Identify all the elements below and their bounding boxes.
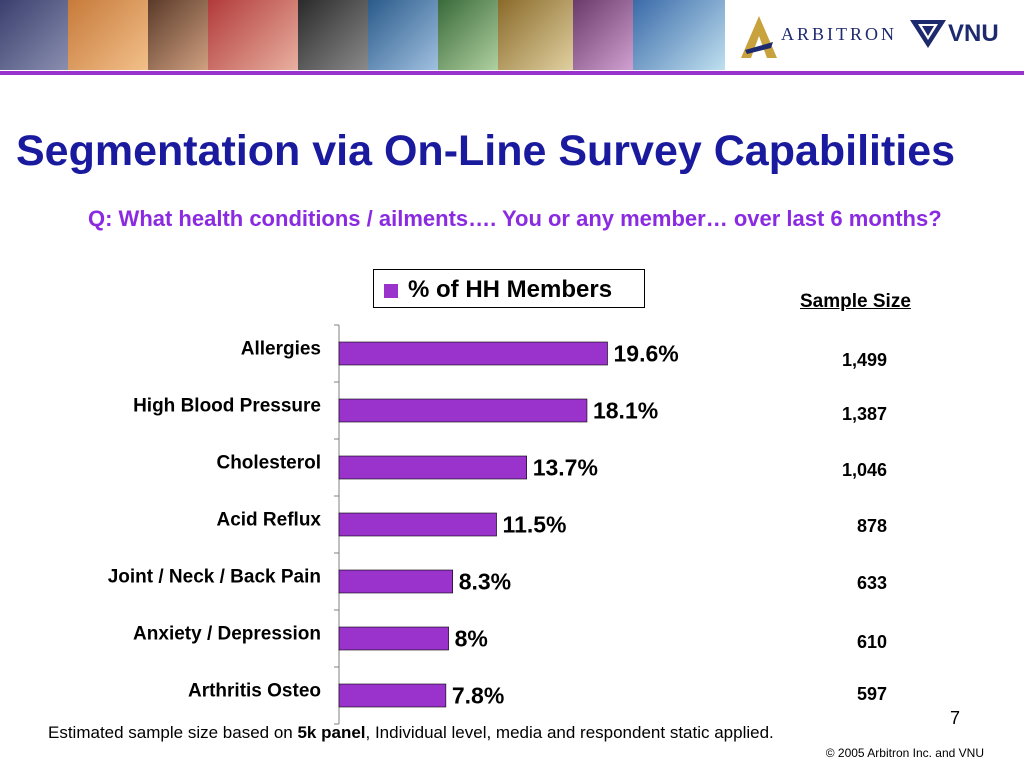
data-label: 19.6% [614, 341, 679, 367]
footnote-text-bold: 5k panel [297, 723, 366, 742]
sample-size-value: 1,387 [841, 404, 887, 424]
bar [338, 569, 454, 594]
arbitron-logo: ARBITRON [737, 14, 897, 60]
photo-shopper [438, 0, 498, 70]
photo-friends [573, 0, 633, 70]
category-label: Joint / Neck / Back Pain [108, 567, 321, 588]
sample-size-value: 878 [856, 516, 887, 536]
category-label: Acid Reflux [216, 510, 321, 531]
category-label: High Blood Pressure [133, 396, 321, 417]
footnote: Estimated sample size based on 5k panel,… [48, 723, 774, 743]
arbitron-wordmark: ARBITRON [781, 24, 898, 44]
photo-portable-meter [633, 0, 725, 70]
header-photo-strip [0, 0, 725, 70]
vnu-wordmark: VNU [948, 20, 999, 47]
photo-people [148, 0, 208, 70]
chart-legend: % of HH Members [373, 269, 645, 308]
data-label: 13.7% [533, 455, 598, 481]
bar [338, 512, 497, 537]
photo-woman-smiling [68, 0, 148, 70]
vnu-logo: VNU [910, 18, 1010, 52]
survey-question: Q: What health conditions / ailments…. Y… [88, 206, 942, 231]
photo-store [368, 0, 438, 70]
legend-label: % of HH Members [408, 276, 613, 303]
sample-size-value: 597 [856, 684, 887, 704]
bar [338, 341, 608, 366]
sample-size-value: 1,046 [841, 460, 887, 480]
bar [338, 455, 527, 480]
data-label: 8.3% [459, 569, 511, 595]
bar [338, 683, 447, 708]
sample-size-value: 1,499 [841, 350, 887, 370]
footnote-text-post: , Individual level, media and respondent… [365, 723, 774, 742]
bar [338, 398, 588, 423]
vnu-mark-icon [910, 20, 946, 48]
category-label: Anxiety / Depression [133, 624, 321, 645]
data-label: 18.1% [593, 398, 658, 424]
category-label: Cholesterol [216, 453, 321, 474]
data-label: 11.5% [503, 512, 567, 538]
header-divider [0, 71, 1024, 75]
page-number: 7 [950, 708, 961, 728]
category-label: Arthritis Osteo [188, 681, 321, 702]
arbitron-mark-icon [741, 16, 777, 58]
page-title: Segmentation via On-Line Survey Capabili… [16, 127, 956, 175]
sample-size-header: Sample Size [800, 291, 911, 312]
category-label: Allergies [241, 339, 321, 360]
footnote-text-pre: Estimated sample size based on [48, 723, 298, 742]
sample-size-value: 610 [856, 632, 887, 652]
data-label: 8% [455, 626, 488, 652]
data-label: 7.8% [452, 683, 504, 709]
photo-man-computer [298, 0, 368, 70]
photo-phone-user [208, 0, 298, 70]
sample-size-value: 633 [856, 573, 887, 593]
legend-swatch [384, 284, 398, 298]
photo-radio [0, 0, 68, 70]
copyright: © 2005 Arbitron Inc. and VNU [825, 746, 984, 760]
photo-grocery [498, 0, 573, 70]
bar [338, 626, 449, 651]
